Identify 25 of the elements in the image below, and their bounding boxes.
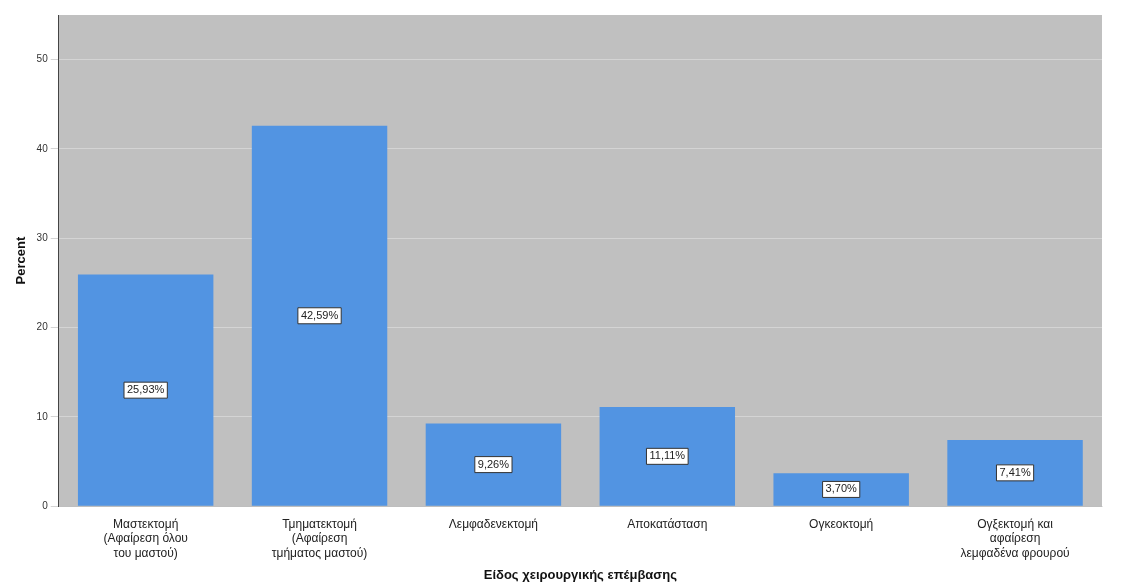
y-tick-label: 10 (36, 410, 49, 422)
x-tick-label: Λεμφαδενεκτομή (448, 516, 539, 531)
x-tick-label: Τμηματεκτομή (Αφαίρεση τμήματος μαστού) (271, 516, 368, 560)
data-label: 25,93% (127, 383, 165, 396)
bar (599, 406, 736, 506)
y-axis-title: Percent (13, 236, 29, 285)
data-label: 42,59% (300, 308, 339, 321)
bar (425, 423, 562, 506)
y-tick-label: 50 (36, 53, 49, 65)
x-tick-label: Αποκατάσταση (627, 516, 708, 531)
y-tick-label: 0 (42, 499, 49, 511)
bar (947, 440, 1083, 506)
y-tick-label: 20 (36, 321, 49, 333)
data-label: 7,41% (999, 465, 1031, 478)
y-tick-label: 40 (36, 142, 49, 154)
data-label: 11,11% (649, 449, 686, 462)
x-tick-label: Ογξεκτομή και αφαίρεση λεμφαδένα φρουρού (960, 516, 1070, 560)
y-tick-label: 30 (36, 232, 49, 244)
x-tick-label: Μαστεκτομή (Αφαίρεση όλου του μαστού) (103, 516, 188, 560)
data-label: 9,26% (477, 457, 510, 470)
bar (251, 125, 388, 506)
data-label: 3,70% (825, 482, 857, 495)
x-tick-label: Ογκεοκτομή (809, 516, 874, 531)
bar (77, 274, 214, 506)
x-axis-title: Είδος χειρουργικής επέμβασης (483, 566, 678, 582)
